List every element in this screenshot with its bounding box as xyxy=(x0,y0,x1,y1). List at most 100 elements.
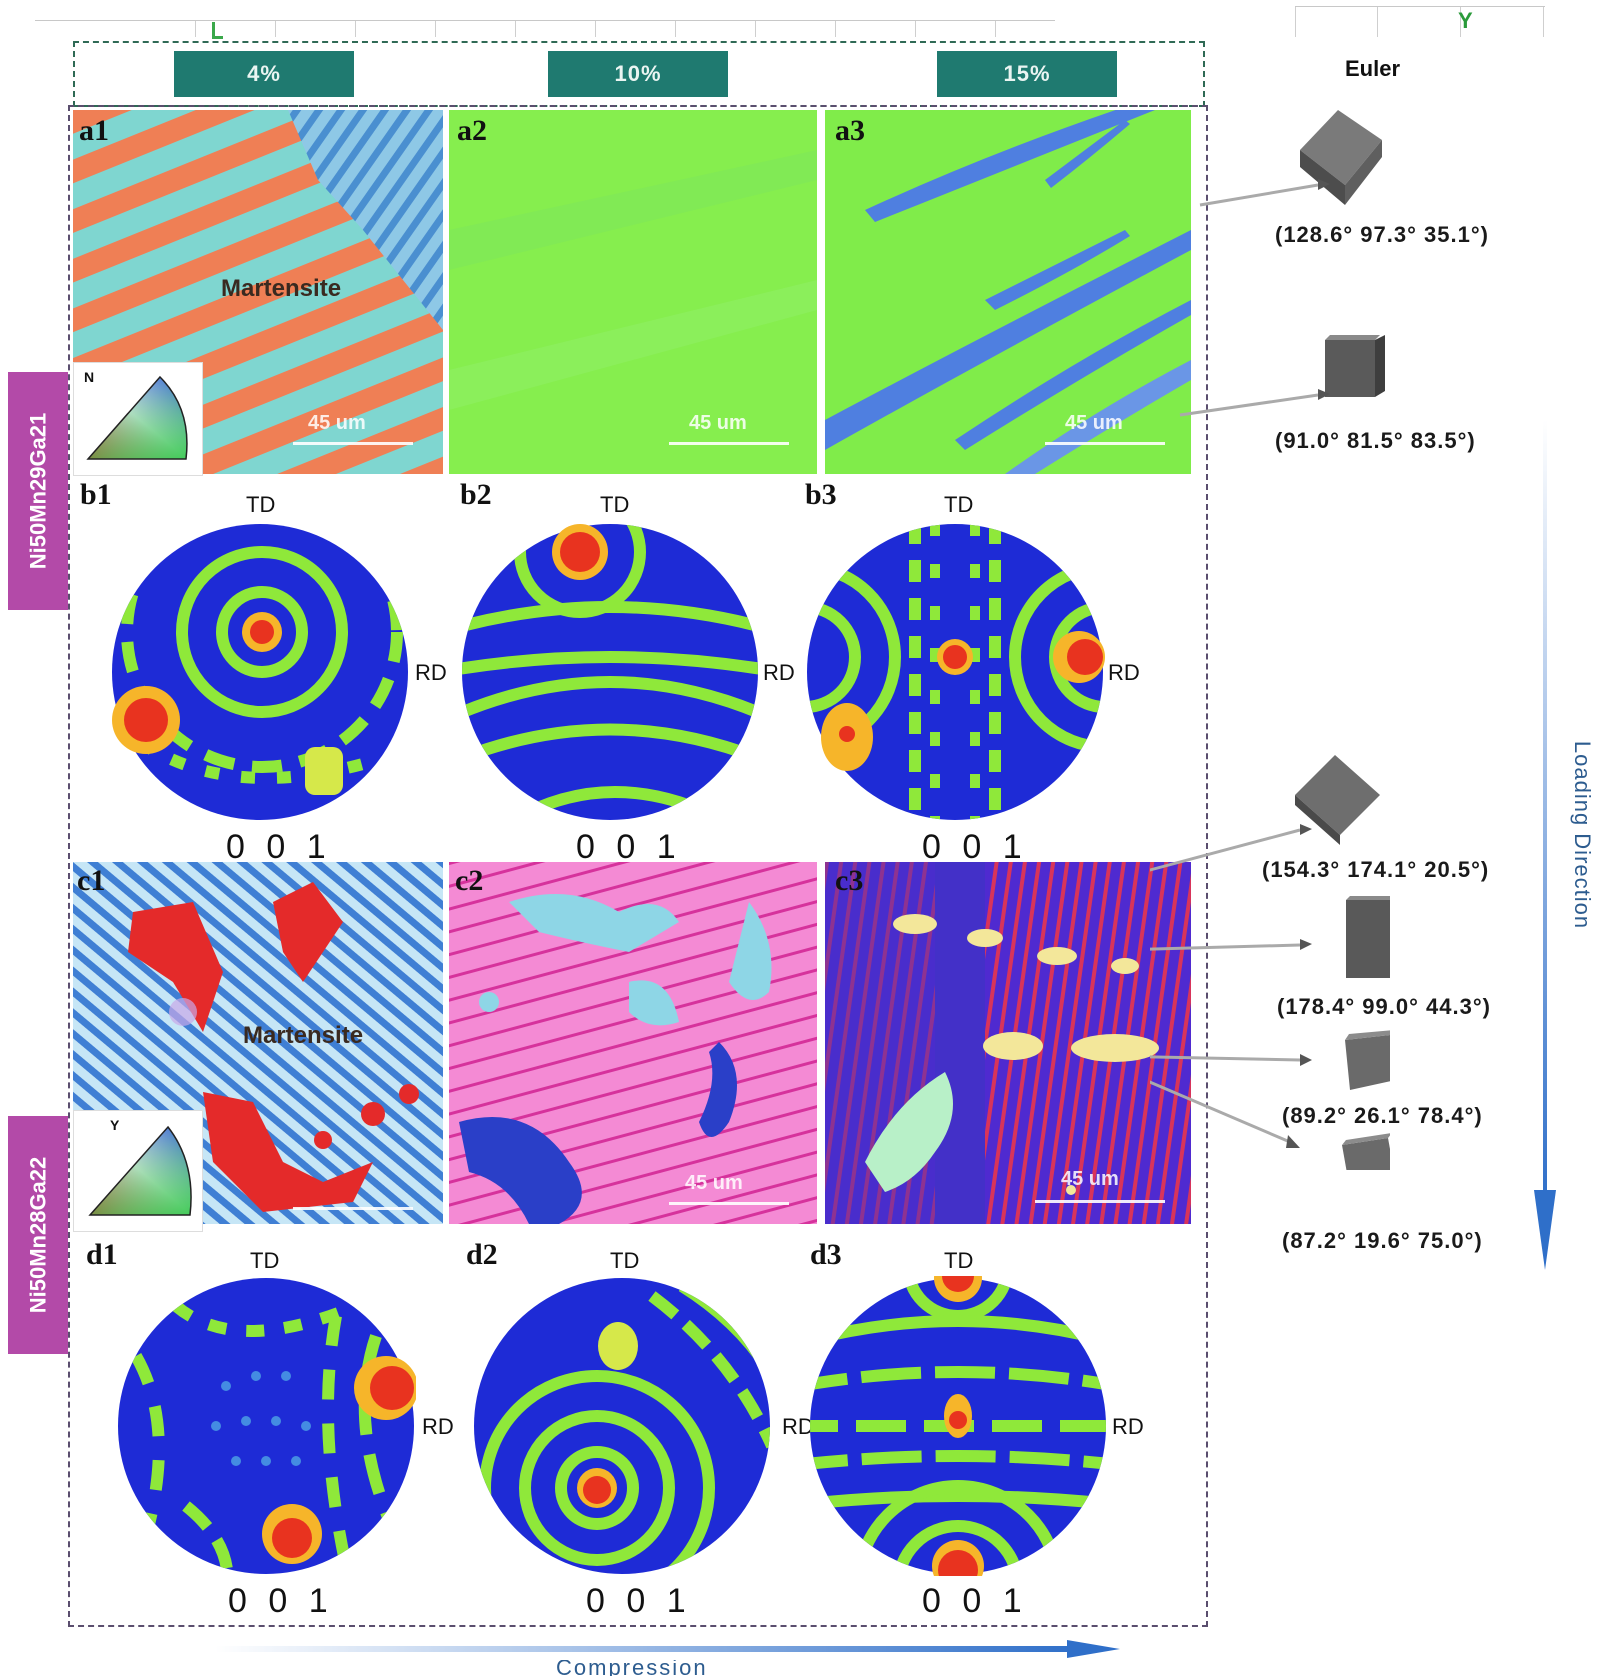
legend-label-c: Y xyxy=(110,1117,120,1133)
pointer-line-5 xyxy=(1150,1055,1301,1062)
plane-label-b1: 0 0 1 xyxy=(226,828,332,866)
ipf-legend-a: N xyxy=(73,362,203,476)
rd-label-d1: RD xyxy=(422,1414,454,1439)
td-label-d1: TD xyxy=(250,1248,280,1273)
panel-id-b3: b3 xyxy=(805,478,837,511)
panel-id-c2: c2 xyxy=(455,864,484,897)
td-label-b3: TD xyxy=(944,492,974,517)
ebsd-map-c2: c2 45 um xyxy=(449,862,817,1224)
panel-id-a1: a1 xyxy=(79,114,109,147)
pointer-arrow-4 xyxy=(1300,939,1312,950)
cube-5 xyxy=(1345,1030,1390,1090)
panel-id-c3: c3 xyxy=(835,864,864,897)
cube-group-2 xyxy=(1150,755,1390,1170)
top-ruler xyxy=(35,20,1055,37)
td-label-b2: TD xyxy=(600,492,630,517)
scale-label-a2: 45 um xyxy=(689,412,747,434)
pointer-arrow-5 xyxy=(1300,1054,1312,1066)
figure-frame xyxy=(68,105,1208,1627)
euler-angle-5: (89.2° 26.1° 78.4°) xyxy=(1282,1103,1483,1128)
panel-id-a3: a3 xyxy=(835,114,865,147)
rd-label-b1: RD xyxy=(415,660,447,685)
ebsd-map-c3: c3 45 um xyxy=(825,862,1191,1224)
scale-bar-c1 xyxy=(293,1207,413,1210)
panel-id-b2: b2 xyxy=(460,478,492,511)
pole-figure-d2 xyxy=(474,1278,770,1574)
panel-id-a2: a2 xyxy=(457,114,487,147)
scale-bar-c2 xyxy=(669,1202,789,1205)
euler-header: Euler xyxy=(1345,56,1401,81)
rd-label-d3: RD xyxy=(1112,1414,1144,1439)
ebsd-map-a2-image xyxy=(449,110,817,474)
scale-bar-a3 xyxy=(1045,442,1165,445)
ruler-tick xyxy=(915,21,916,37)
pointer-arrow-1 xyxy=(1318,179,1330,190)
rd-label-b3: RD xyxy=(1108,660,1140,685)
ruler-tick xyxy=(835,21,836,37)
cube-2 xyxy=(1325,335,1385,397)
strain-tag-10: 10% xyxy=(548,51,728,97)
pointer-line-2 xyxy=(1179,393,1319,417)
ebsd-map-c2-image xyxy=(449,862,817,1224)
compression-arrow xyxy=(215,1640,1120,1658)
legend-label-a: N xyxy=(84,369,95,385)
ruler-tick xyxy=(1543,7,1544,37)
alloy-label-1-text: Ni50Mn29Ga21 xyxy=(25,412,50,570)
scale-label-c2: 45 um xyxy=(685,1172,743,1194)
ruler-tick xyxy=(755,21,756,37)
strain-tag-4: 4% xyxy=(174,51,354,97)
td-label-d2: TD xyxy=(610,1248,640,1273)
td-label-b1: TD xyxy=(246,492,276,517)
loading-direction-label: Loading Direction xyxy=(1565,735,1595,935)
phase-label-c1: Martensite xyxy=(243,1022,364,1049)
rd-label-d2: RD xyxy=(782,1414,814,1439)
td-label-d3: TD xyxy=(944,1248,974,1273)
plane-label-d3: 0 0 1 xyxy=(922,1582,1028,1620)
panel-id-d1: d1 xyxy=(86,1238,118,1271)
ebsd-map-a3: a3 45 um xyxy=(825,110,1191,474)
pointer-arrow-2 xyxy=(1318,389,1330,400)
cube-3 xyxy=(1295,755,1380,845)
ruler-tick xyxy=(1377,7,1378,37)
panel-id-d2: d2 xyxy=(466,1238,498,1271)
ruler-tick xyxy=(275,21,276,37)
ruler-tick xyxy=(1460,7,1461,37)
alloy-label-1: Ni50Mn29Ga21 xyxy=(8,372,68,610)
top-right-ruler xyxy=(1295,6,1545,37)
pole-figure-d3 xyxy=(810,1276,1106,1576)
ruler-tick xyxy=(1295,7,1296,37)
euler-angle-1: (128.6° 97.3° 35.1°) xyxy=(1275,222,1489,247)
cube-group-1 xyxy=(1179,110,1385,417)
euler-angle-3: (154.3° 174.1° 20.5°) xyxy=(1262,857,1490,882)
plane-label-b2: 0 0 1 xyxy=(576,828,682,866)
scale-bar-a2 xyxy=(669,442,789,445)
loading-direction-text: Loading Direction xyxy=(1570,740,1595,930)
pointer-line-3 xyxy=(1150,828,1301,872)
ruler-tick xyxy=(355,21,356,37)
cube-6 xyxy=(1342,1133,1390,1170)
euler-angle-6: (87.2° 19.6° 75.0°) xyxy=(1282,1228,1483,1253)
pole-figure-b3 xyxy=(807,524,1105,820)
plane-label-d2: 0 0 1 xyxy=(586,1582,692,1620)
pointer-arrow-3 xyxy=(1300,824,1312,835)
ruler-tick xyxy=(435,21,436,37)
compression-label: Compression xyxy=(556,1660,708,1676)
euler-angle-2: (91.0° 81.5° 83.5°) xyxy=(1275,428,1476,453)
scale-bar-c3 xyxy=(1035,1200,1165,1203)
pointer-line-4 xyxy=(1150,943,1301,951)
ebsd-map-a2: a2 45 um xyxy=(449,110,817,474)
ruler-tick xyxy=(195,21,196,37)
pole-figure-b1 xyxy=(112,524,408,820)
cube-4 xyxy=(1346,896,1390,978)
strain-header: 4% 10% 15% xyxy=(73,41,1205,107)
ebsd-map-c3-image xyxy=(825,862,1191,1224)
pole-figure-b2 xyxy=(462,524,758,820)
phase-label-a1: Martensite xyxy=(221,275,342,302)
rd-label-b2: RD xyxy=(763,660,795,685)
axis-marker-green xyxy=(212,22,223,39)
panel-id-b1: b1 xyxy=(80,478,112,511)
euler-angle-4: (178.4° 99.0° 44.3°) xyxy=(1277,994,1491,1019)
plane-label-d1: 0 0 1 xyxy=(228,1582,334,1620)
loading-direction-arrow xyxy=(1534,420,1556,1270)
plane-label-b3: 0 0 1 xyxy=(922,828,1028,866)
